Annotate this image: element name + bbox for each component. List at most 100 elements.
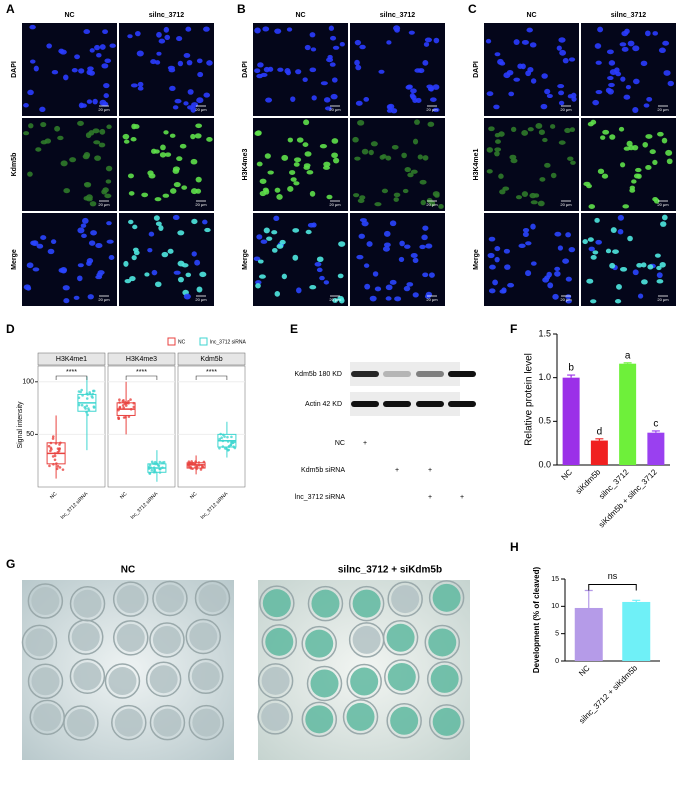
nucleus xyxy=(521,39,529,45)
nucleus xyxy=(153,215,160,221)
nucleus xyxy=(262,187,269,193)
band xyxy=(383,401,411,407)
nucleus xyxy=(595,239,602,245)
scale-label: 20 μm xyxy=(98,297,110,302)
nucleus xyxy=(260,72,268,77)
nucleus xyxy=(619,266,628,272)
nucleus xyxy=(87,294,94,300)
nucleus xyxy=(190,133,196,140)
nucleus xyxy=(544,88,551,95)
embryo-zona xyxy=(67,619,104,655)
nucleus xyxy=(51,69,59,75)
nucleus xyxy=(423,42,430,47)
nucleus xyxy=(95,243,103,249)
error-bar xyxy=(632,599,641,602)
nucleus xyxy=(39,106,46,113)
embryo xyxy=(390,706,419,735)
jitter-point xyxy=(195,465,199,469)
nucleus xyxy=(306,170,314,175)
nucleus xyxy=(109,43,116,48)
nucleus xyxy=(290,96,296,102)
nucleus xyxy=(173,182,181,188)
nucleus xyxy=(538,129,545,135)
embryo-zona xyxy=(188,658,224,695)
significance-bracket xyxy=(55,375,88,380)
nucleus xyxy=(196,286,203,293)
nucleus xyxy=(592,250,599,255)
nucleus xyxy=(385,284,393,291)
embryo xyxy=(352,589,381,618)
nucleus xyxy=(488,126,495,132)
jitter-point xyxy=(152,466,156,469)
embryo xyxy=(432,707,461,736)
nucleus xyxy=(661,214,668,221)
scale-label: 20 μm xyxy=(329,202,341,207)
nucleus xyxy=(631,179,637,184)
nucleus xyxy=(176,35,183,42)
scale-label: 20 μm xyxy=(329,107,341,112)
nucleus xyxy=(540,103,548,110)
annotation: a xyxy=(625,350,631,361)
nucleus xyxy=(535,123,543,129)
nucleus xyxy=(494,245,501,252)
nucleus xyxy=(60,160,68,167)
nucleus xyxy=(562,258,570,264)
nucleus xyxy=(309,32,316,38)
embryo xyxy=(428,628,457,657)
band xyxy=(448,371,476,377)
embryo-zona xyxy=(307,585,344,622)
jitter-point xyxy=(187,460,191,463)
embryo xyxy=(66,708,95,737)
nucleus xyxy=(369,295,377,302)
nucleus xyxy=(310,47,317,52)
significance: **** xyxy=(66,369,77,376)
nucleus xyxy=(665,149,673,156)
embryo xyxy=(73,662,102,691)
panel-label: G xyxy=(6,557,15,571)
nucleus xyxy=(274,187,281,193)
jitter-point xyxy=(118,406,122,410)
nucleus xyxy=(77,120,84,126)
nucleus xyxy=(492,279,498,286)
nucleus xyxy=(408,30,415,35)
embryo xyxy=(350,667,379,696)
scale-label: 20 μm xyxy=(560,107,572,112)
embryo-zona xyxy=(426,661,463,697)
nucleus xyxy=(141,192,149,198)
jitter-point xyxy=(55,467,59,471)
nucleus xyxy=(419,179,427,185)
scale-label: 20 μm xyxy=(560,297,572,302)
jitter-point xyxy=(124,404,128,407)
nucleus xyxy=(273,215,280,222)
nucleus xyxy=(333,157,340,164)
y-tick-label: 1.5 xyxy=(538,328,551,338)
nucleus xyxy=(399,240,405,247)
nucleus xyxy=(420,199,426,206)
nucleus xyxy=(565,294,572,300)
nucleus xyxy=(595,90,603,95)
nucleus xyxy=(85,132,92,139)
embryo xyxy=(108,667,137,696)
facet-strip xyxy=(107,352,176,366)
embryo-zona xyxy=(257,663,294,699)
nucleus xyxy=(393,192,401,198)
nucleus xyxy=(99,128,106,135)
nucleus xyxy=(667,80,674,87)
nucleus xyxy=(588,246,595,252)
row-label: DAPI xyxy=(242,61,249,78)
embryo xyxy=(155,584,184,613)
panel-label: E xyxy=(290,322,298,336)
nucleus xyxy=(304,151,312,157)
nucleus xyxy=(206,137,213,142)
scale-label: 20 μm xyxy=(657,297,669,302)
nucleus xyxy=(263,227,270,234)
nucleus xyxy=(503,72,511,79)
nucleus xyxy=(494,147,502,152)
nucleus xyxy=(571,96,577,102)
nucleus xyxy=(605,248,612,254)
nucleus xyxy=(162,193,170,198)
nucleus xyxy=(177,260,185,267)
nucleus xyxy=(63,298,70,304)
nucleus xyxy=(190,106,197,113)
nucleus xyxy=(274,28,282,34)
